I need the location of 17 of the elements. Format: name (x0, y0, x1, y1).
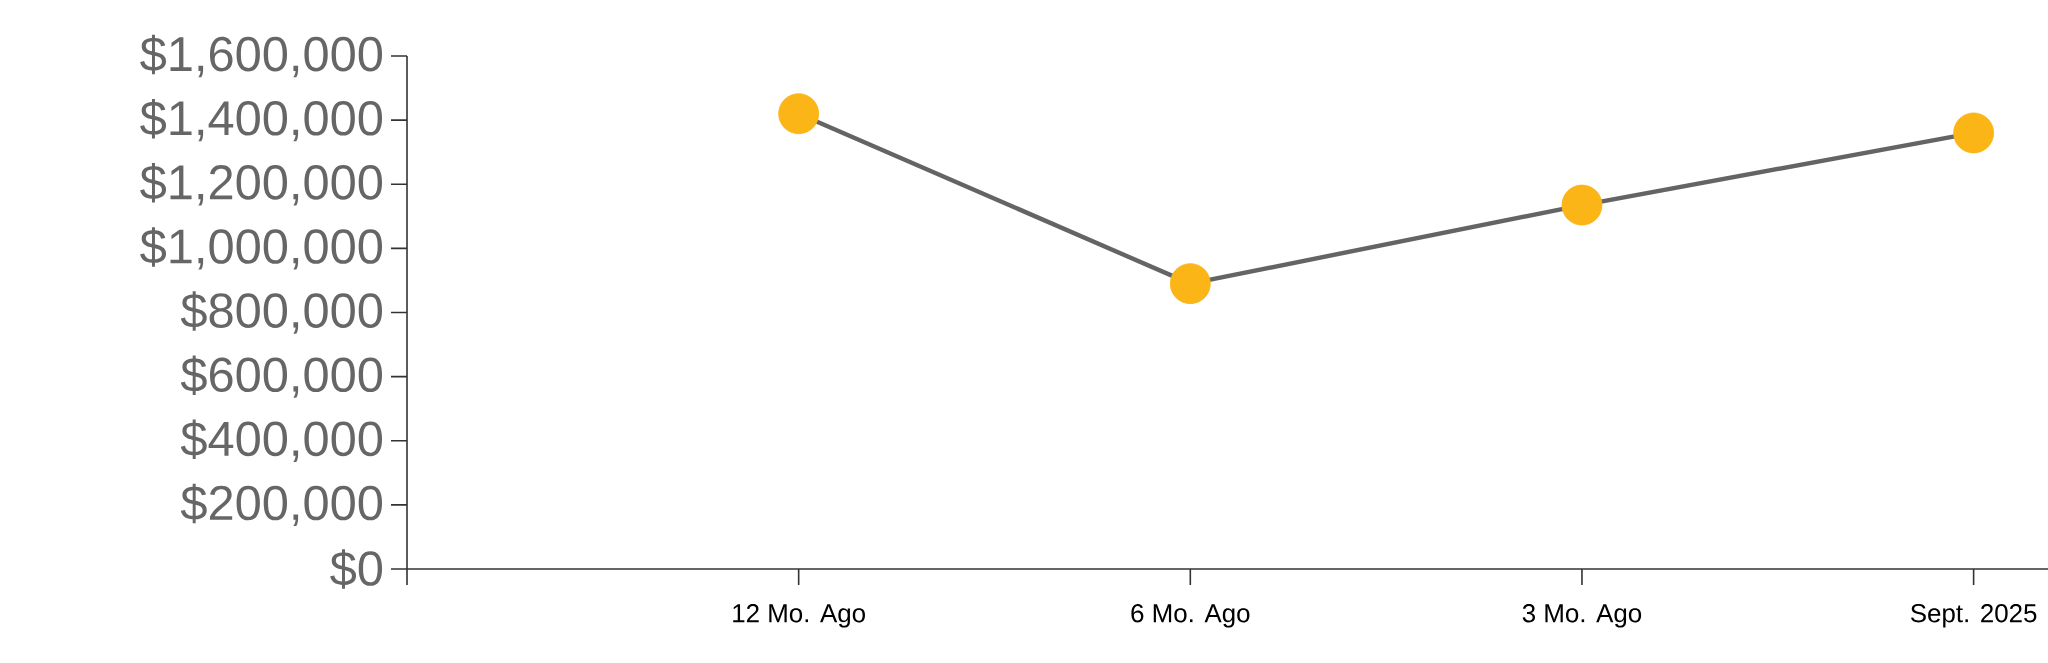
y-tick-label: $1,200,000 (140, 163, 383, 206)
y-tick-label: $600,000 (180, 355, 383, 398)
y-tick-label: $1,600,000 (140, 34, 383, 78)
point (778, 93, 820, 135)
y-tick-label: $200,000 (180, 483, 383, 527)
y-tick-label: $1,400,000 (140, 98, 383, 142)
point (1561, 184, 1603, 226)
y-tick-label: $800,000 (180, 291, 383, 334)
x-tick-label: Sept. 2025 (1910, 604, 2037, 628)
y-tick-label: $0 (330, 549, 383, 589)
point (1169, 263, 1211, 305)
x-tick-label: 6 Mo. Ago (1131, 604, 1250, 628)
y-tick-label: $1,000,000 (140, 227, 383, 270)
y-tick-label: $400,000 (180, 419, 383, 462)
x-tick-label: 3 Mo. Ago (1522, 604, 1642, 628)
x-tick-label: 12 Mo. Ago (733, 604, 865, 628)
point (1953, 112, 1995, 154)
